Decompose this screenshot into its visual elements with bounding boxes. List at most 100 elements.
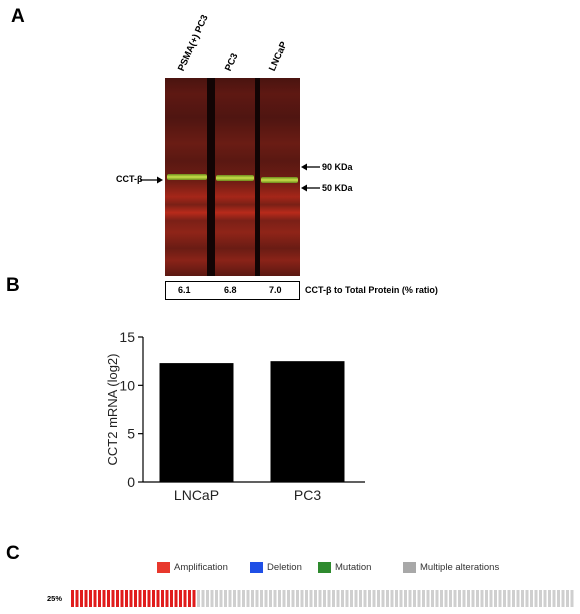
- oncoprint-cell-amplified: [84, 590, 88, 607]
- legend-label-amplification: Amplification: [174, 562, 228, 573]
- oncoprint-cell-unaltered: [273, 590, 277, 607]
- oncoprint-cell-amplified: [134, 590, 137, 607]
- oncoprint-cell-unaltered: [413, 590, 416, 607]
- oncoprint-cell-unaltered: [246, 590, 250, 607]
- oncoprint-cell-unaltered: [368, 590, 371, 607]
- y-axis-label: CCT2 mRNA (log2): [105, 354, 120, 466]
- oncoprint-cell-unaltered: [264, 590, 268, 607]
- oncoprint-cell-unaltered: [282, 590, 286, 607]
- oncoprint-cell-amplified: [129, 590, 133, 607]
- oncoprint-cell-unaltered: [498, 590, 502, 607]
- y-tick-label: 15: [119, 329, 135, 345]
- y-tick-label: 10: [119, 377, 135, 393]
- bar-lncap: [159, 363, 234, 482]
- oncoprint-cell-unaltered: [345, 590, 349, 607]
- oncoprint-cell-unaltered: [359, 590, 362, 607]
- oncoprint-cell-unaltered: [417, 590, 421, 607]
- oncoprint-cell-unaltered: [332, 590, 335, 607]
- oncoprint-cell-unaltered: [485, 590, 488, 607]
- oncoprint-cell-amplified: [161, 590, 164, 607]
- oncoprint-cell-amplified: [120, 590, 124, 607]
- oncoprint-cell-amplified: [125, 590, 128, 607]
- oncoprint-cell-amplified: [188, 590, 191, 607]
- y-tick-label: 5: [127, 426, 135, 442]
- oncoprint-cell-unaltered: [444, 590, 448, 607]
- ratio-value-pc3: 6.8: [224, 285, 237, 295]
- legend-swatch-multiple: [403, 562, 416, 573]
- oncoprint-cell-unaltered: [372, 590, 376, 607]
- oncoprint-cell-unaltered: [260, 590, 263, 607]
- oncoprint-cell-unaltered: [548, 590, 551, 607]
- marker-50kda-arrow-icon: [301, 184, 320, 192]
- cct-beta-band-lane-2: [216, 175, 254, 181]
- oncoprint-cell-unaltered: [480, 590, 484, 607]
- oncoprint-cell-unaltered: [422, 590, 425, 607]
- oncoprint-cell-amplified: [165, 590, 169, 607]
- oncoprint-cell-amplified: [80, 590, 83, 607]
- oncoprint-cell-unaltered: [552, 590, 556, 607]
- oncoprint-cell-unaltered: [291, 590, 295, 607]
- oncoprint-cell-unaltered: [399, 590, 403, 607]
- oncoprint-cell-unaltered: [440, 590, 443, 607]
- oncoprint-cell-amplified: [183, 590, 187, 607]
- oncoprint-cell-unaltered: [242, 590, 245, 607]
- legend-swatch-deletion: [250, 562, 263, 573]
- oncoprint-cell-unaltered: [197, 590, 200, 607]
- marker-50kda-label: 50 KDa: [322, 183, 353, 193]
- legend-label-mutation: Mutation: [335, 562, 372, 573]
- panel-c-letter: C: [6, 543, 20, 564]
- oncoprint-cell-unaltered: [228, 590, 232, 607]
- oncoprint-cell-unaltered: [377, 590, 380, 607]
- oncoprint-cell-unaltered: [341, 590, 344, 607]
- lane-label-psma-pc3: PSMA(+) PC3: [175, 13, 211, 74]
- oncoprint-percent-label: 25%: [47, 594, 63, 603]
- oncoprint-cell-amplified: [111, 590, 115, 607]
- ratio-label: CCT-β to Total Protein (% ratio): [305, 285, 438, 295]
- oncoprint-cell-unaltered: [408, 590, 412, 607]
- cct-beta-band-lane-3: [261, 177, 298, 183]
- oncoprint-cell-amplified: [179, 590, 182, 607]
- oncoprint-cell-unaltered: [278, 590, 281, 607]
- oncoprint-cell-unaltered: [269, 590, 272, 607]
- oncoprint-cell-amplified: [116, 590, 119, 607]
- oncoprint-cell-unaltered: [426, 590, 430, 607]
- oncoprint-cell-unaltered: [435, 590, 439, 607]
- ratio-value-psma-pc3: 6.1: [178, 285, 191, 295]
- oncoprint-cell-amplified: [147, 590, 151, 607]
- oncoprint-cell-unaltered: [323, 590, 326, 607]
- oncoprint-cell-unaltered: [255, 590, 259, 607]
- oncoprint-cell-unaltered: [570, 590, 574, 607]
- oncoprint-cell-unaltered: [224, 590, 227, 607]
- oncoprint-cell-unaltered: [516, 590, 520, 607]
- oncoprint-cell-unaltered: [296, 590, 299, 607]
- bar-pc3: [270, 361, 345, 482]
- oncoprint-cell-unaltered: [534, 590, 538, 607]
- x-tick-label-pc3: PC3: [294, 487, 321, 503]
- oncoprint-cell-unaltered: [462, 590, 466, 607]
- oncoprint-cell-unaltered: [314, 590, 317, 607]
- oncoprint-cell-unaltered: [525, 590, 529, 607]
- legend-label-multiple: Multiple alterations: [420, 562, 500, 573]
- oncoprint-cell-unaltered: [206, 590, 209, 607]
- y-tick-label: 0: [127, 474, 135, 490]
- oncoprint-cell-unaltered: [489, 590, 493, 607]
- oncoprint-cell-unaltered: [507, 590, 511, 607]
- mrna-bar-chart: 0 5 10 15 CCT2 mRNA (log2) LNCaP PC3: [105, 329, 365, 503]
- oncoprint-cell-unaltered: [287, 590, 290, 607]
- oncoprint-cell-amplified: [89, 590, 92, 607]
- oncoprint-cell-unaltered: [530, 590, 533, 607]
- legend-swatch-amplification: [157, 562, 170, 573]
- oncoprint-cell-unaltered: [300, 590, 304, 607]
- oncoprint-cell-unaltered: [201, 590, 205, 607]
- oncoprint-cell-unaltered: [503, 590, 506, 607]
- oncoprint-cell-unaltered: [471, 590, 475, 607]
- oncoprint-cell-unaltered: [453, 590, 457, 607]
- oncoprint-cell-unaltered: [543, 590, 547, 607]
- blot-lane-gap-1: [207, 78, 215, 276]
- oncoprint-cell-unaltered: [219, 590, 223, 607]
- cct-beta-arrow-icon: [140, 176, 163, 184]
- oncoprint-cell-unaltered: [350, 590, 353, 607]
- oncoprint-cell-unaltered: [494, 590, 497, 607]
- oncoprint-cell-unaltered: [215, 590, 218, 607]
- oncoprint-cell-amplified: [75, 590, 79, 607]
